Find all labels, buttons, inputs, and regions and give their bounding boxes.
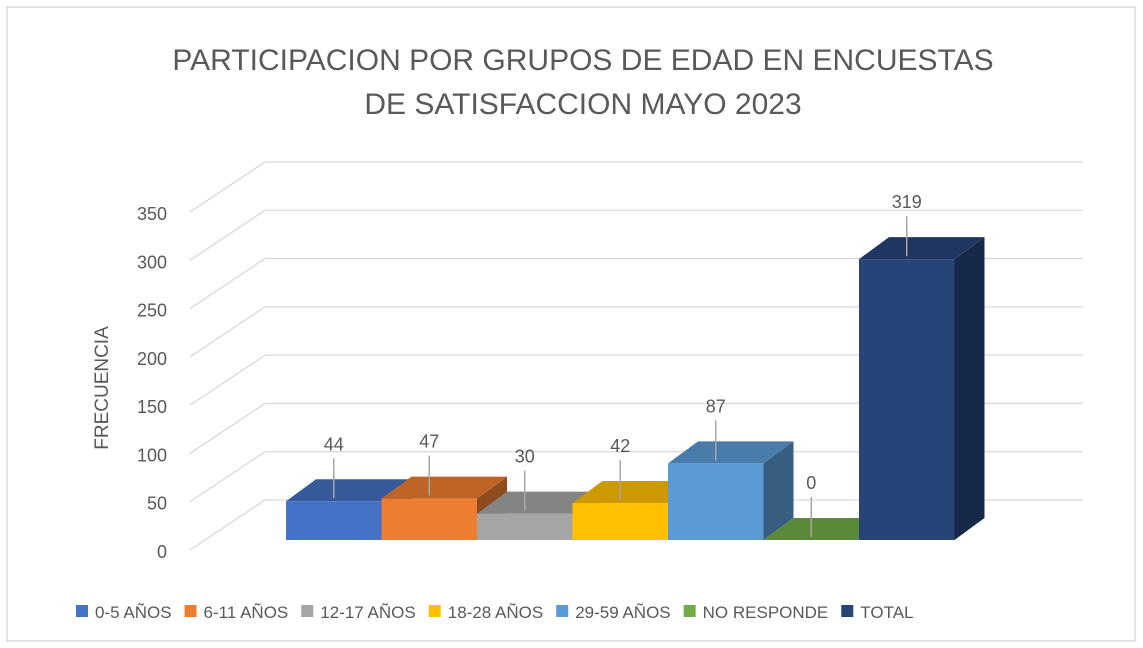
grid-line	[189, 451, 1083, 503]
grid-line	[189, 209, 1083, 261]
bar-top	[572, 481, 698, 504]
y-tick-label: 50	[147, 494, 167, 514]
chart-title: DE SATISFACCION MAYO 2023	[364, 88, 801, 121]
data-label: 47	[419, 432, 439, 452]
data-label: 319	[892, 192, 922, 212]
y-tick-label: 100	[137, 445, 167, 465]
bar-top	[477, 491, 603, 514]
y-tick-label: 300	[137, 252, 167, 272]
legend-label: 12-17 AÑOS	[320, 603, 415, 622]
legend-swatch	[683, 605, 696, 617]
bar	[572, 503, 668, 540]
bar-top	[286, 479, 412, 502]
legend-swatch	[428, 605, 441, 617]
legend-label: 0-5 AÑOS	[95, 603, 172, 622]
grid-line	[189, 402, 1083, 454]
bar-top	[381, 476, 507, 499]
legend-swatch	[556, 605, 569, 617]
grid-line	[189, 257, 1083, 310]
bar-top	[763, 518, 889, 540]
grid-line	[189, 354, 1083, 406]
grid-line	[189, 306, 1083, 358]
y-tick-label: 200	[137, 349, 167, 369]
data-label: 30	[515, 447, 535, 467]
bar-side	[954, 237, 985, 540]
bar	[859, 259, 955, 540]
y-axis-label: FRECUENCIA	[92, 326, 113, 450]
bar-top	[859, 237, 985, 260]
data-label: 42	[610, 436, 630, 456]
data-label: 0	[806, 473, 816, 493]
legend-label: 29-59 AÑOS	[575, 603, 670, 622]
data-label: 44	[324, 434, 344, 454]
bar	[477, 513, 573, 540]
y-tick-label: 250	[137, 301, 167, 321]
legend-label: 18-28 AÑOS	[448, 603, 543, 622]
legend-swatch	[184, 605, 197, 617]
legend-swatch	[841, 605, 854, 617]
legend-swatch	[301, 605, 314, 617]
bar	[381, 498, 477, 540]
grid-line	[189, 499, 1083, 551]
bar-top	[668, 441, 794, 464]
data-label: 87	[706, 396, 726, 416]
chart-title: PARTICIPACION POR GRUPOS DE EDAD EN ENCU…	[172, 44, 993, 77]
y-tick-label: 0	[157, 542, 167, 562]
bar-side	[763, 441, 794, 540]
legend-label: 6-11 AÑOS	[204, 603, 289, 622]
legend-swatch	[76, 605, 88, 617]
bar	[286, 501, 382, 540]
grid-line	[189, 161, 1083, 213]
y-tick-label: 150	[137, 397, 167, 417]
bar	[668, 463, 764, 540]
legend-label: TOTAL	[860, 603, 913, 622]
y-tick-label: 350	[137, 204, 167, 224]
legend-label: NO RESPONDE	[703, 603, 829, 622]
